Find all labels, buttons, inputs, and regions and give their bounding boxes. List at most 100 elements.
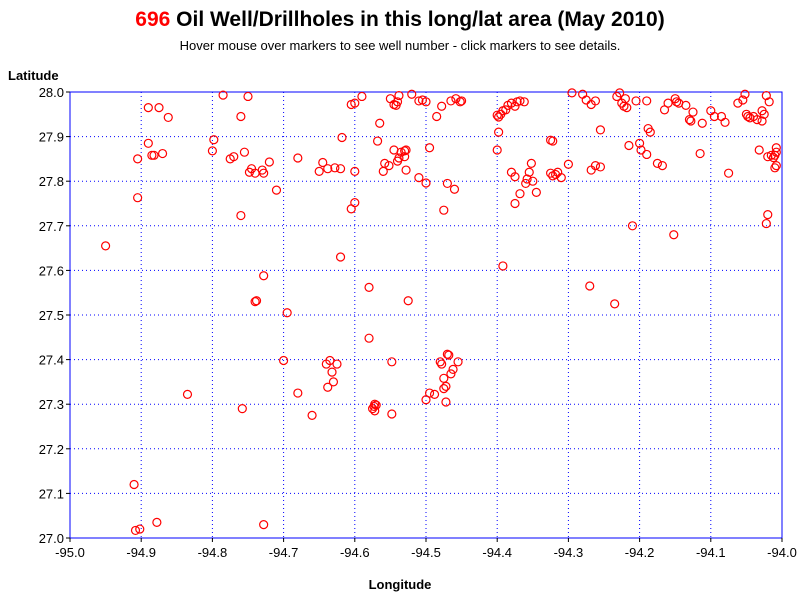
well-marker[interactable]: [652, 158, 663, 168]
well-marker[interactable]: [133, 193, 143, 203]
well-marker[interactable]: [720, 117, 730, 127]
well-marker[interactable]: [620, 94, 630, 104]
well-marker[interactable]: [453, 357, 463, 367]
well-marker[interactable]: [585, 281, 595, 291]
well-marker[interactable]: [545, 168, 556, 178]
well-marker[interactable]: [182, 389, 193, 399]
well-marker[interactable]: [510, 101, 520, 111]
well-marker[interactable]: [394, 90, 404, 101]
well-marker[interactable]: [524, 167, 534, 177]
well-marker[interactable]: [364, 282, 374, 292]
well-marker[interactable]: [414, 96, 424, 106]
well-marker[interactable]: [330, 163, 340, 173]
well-marker[interactable]: [771, 160, 781, 171]
well-marker[interactable]: [407, 89, 417, 99]
well-marker[interactable]: [371, 400, 381, 410]
well-marker[interactable]: [387, 409, 397, 419]
well-marker[interactable]: [432, 111, 442, 122]
well-marker[interactable]: [446, 369, 456, 379]
well-marker[interactable]: [100, 241, 111, 251]
well-marker[interactable]: [515, 189, 525, 199]
well-marker[interactable]: [218, 90, 228, 100]
well-marker[interactable]: [771, 147, 781, 157]
well-marker[interactable]: [264, 157, 274, 167]
well-marker[interactable]: [350, 166, 360, 176]
well-marker[interactable]: [528, 176, 538, 186]
well-marker[interactable]: [279, 355, 289, 366]
well-marker[interactable]: [763, 152, 773, 162]
well-marker[interactable]: [706, 106, 716, 116]
well-marker[interactable]: [129, 479, 139, 490]
well-marker[interactable]: [761, 218, 771, 229]
well-marker[interactable]: [318, 157, 328, 168]
well-marker[interactable]: [259, 520, 269, 530]
well-marker[interactable]: [323, 164, 333, 174]
well-marker[interactable]: [307, 410, 317, 420]
well-marker[interactable]: [387, 357, 397, 367]
well-marker[interactable]: [400, 152, 410, 162]
well-marker[interactable]: [498, 261, 508, 271]
well-marker[interactable]: [424, 388, 435, 398]
well-marker[interactable]: [634, 138, 645, 148]
well-marker[interactable]: [448, 364, 458, 375]
well-marker[interactable]: [548, 136, 558, 146]
well-marker[interactable]: [327, 367, 337, 377]
well-marker[interactable]: [657, 160, 667, 171]
well-marker[interactable]: [370, 399, 380, 409]
well-marker[interactable]: [578, 89, 588, 99]
well-marker[interactable]: [372, 136, 383, 146]
well-marker[interactable]: [510, 198, 520, 209]
well-marker[interactable]: [250, 297, 260, 307]
well-marker[interactable]: [429, 389, 440, 399]
well-marker[interactable]: [770, 163, 780, 173]
well-marker[interactable]: [738, 95, 748, 105]
well-marker[interactable]: [400, 146, 410, 156]
well-marker[interactable]: [236, 111, 246, 122]
well-marker[interactable]: [332, 359, 342, 369]
well-marker[interactable]: [421, 97, 431, 107]
well-marker[interactable]: [457, 96, 467, 106]
well-marker[interactable]: [350, 198, 360, 208]
well-marker[interactable]: [590, 160, 601, 171]
well-marker[interactable]: [364, 333, 374, 343]
well-marker[interactable]: [684, 115, 695, 125]
well-marker[interactable]: [595, 125, 606, 135]
well-marker[interactable]: [154, 103, 164, 113]
well-marker[interactable]: [669, 230, 679, 240]
well-marker[interactable]: [209, 135, 219, 145]
well-marker[interactable]: [293, 388, 303, 398]
well-marker[interactable]: [424, 143, 435, 153]
well-marker[interactable]: [163, 112, 173, 123]
well-marker[interactable]: [636, 145, 646, 155]
well-marker[interactable]: [627, 221, 638, 231]
well-marker[interactable]: [595, 162, 606, 172]
well-marker[interactable]: [350, 98, 360, 108]
well-marker[interactable]: [439, 205, 449, 215]
well-marker[interactable]: [581, 95, 591, 105]
well-marker[interactable]: [642, 149, 652, 160]
well-marker[interactable]: [337, 132, 347, 143]
well-marker[interactable]: [251, 296, 262, 306]
well-marker[interactable]: [672, 97, 682, 107]
well-marker[interactable]: [442, 349, 452, 359]
well-marker[interactable]: [768, 152, 779, 163]
well-marker[interactable]: [414, 173, 424, 183]
well-marker[interactable]: [759, 109, 769, 119]
well-marker[interactable]: [243, 91, 253, 102]
well-marker[interactable]: [130, 525, 141, 536]
well-marker[interactable]: [143, 103, 153, 113]
well-marker[interactable]: [437, 101, 447, 111]
well-marker[interactable]: [323, 382, 333, 392]
well-marker[interactable]: [522, 174, 532, 184]
well-marker[interactable]: [401, 145, 411, 155]
well-marker[interactable]: [239, 147, 250, 157]
well-marker[interactable]: [421, 178, 431, 188]
well-marker[interactable]: [757, 116, 767, 126]
well-marker[interactable]: [441, 381, 451, 391]
well-marker[interactable]: [236, 210, 246, 221]
well-marker[interactable]: [157, 148, 168, 159]
well-marker[interactable]: [763, 210, 773, 220]
well-marker[interactable]: [455, 97, 465, 107]
well-marker[interactable]: [681, 100, 691, 110]
well-marker[interactable]: [709, 111, 719, 122]
